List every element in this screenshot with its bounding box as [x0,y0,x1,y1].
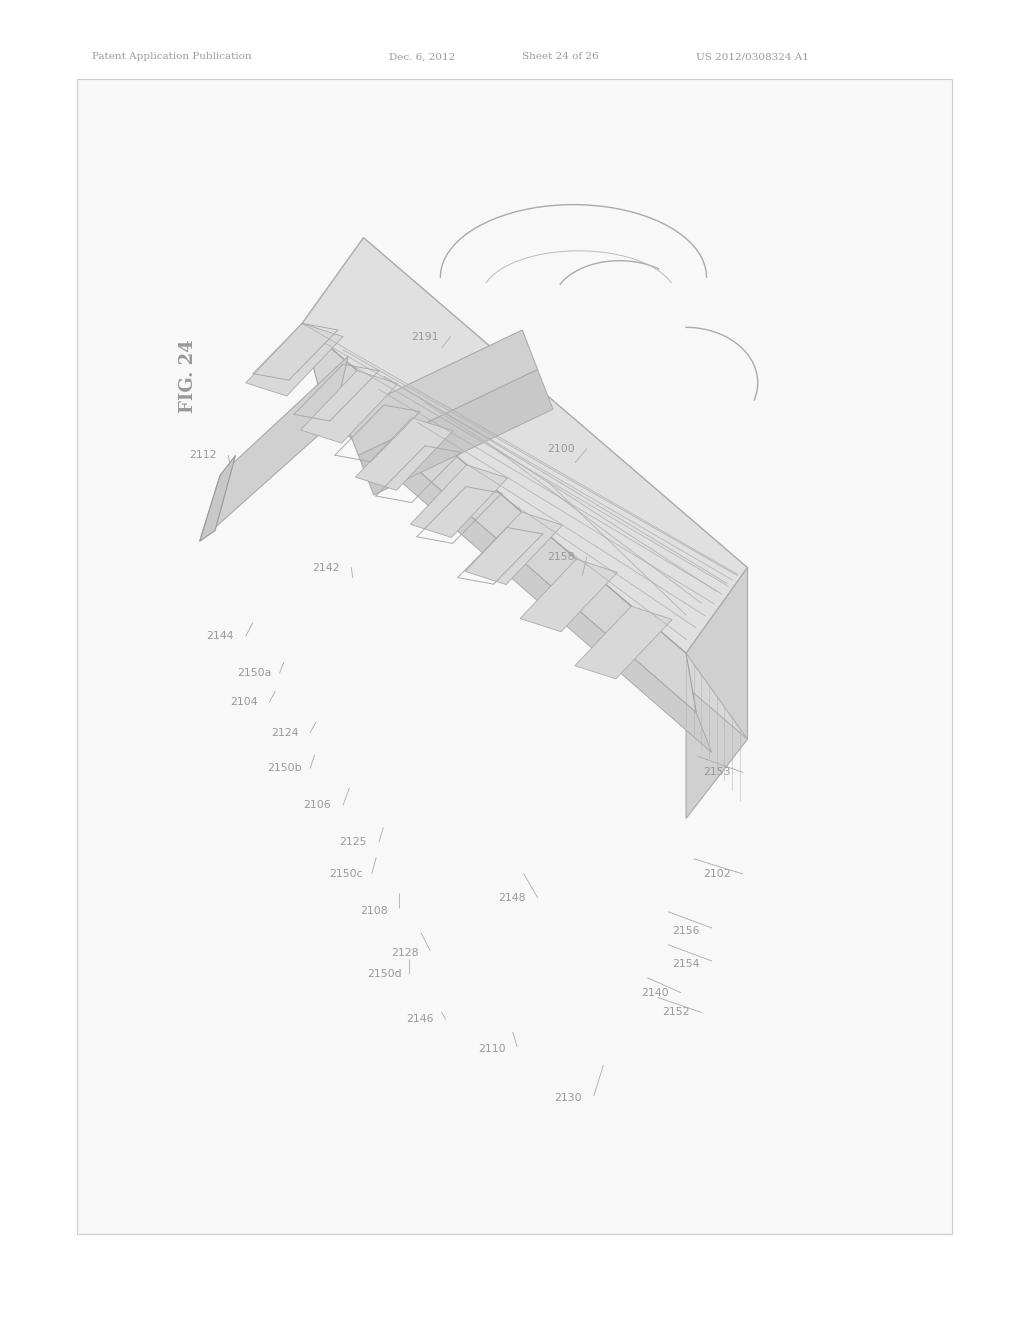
Polygon shape [520,560,617,632]
Text: 2100: 2100 [547,444,575,454]
Text: 2156: 2156 [673,925,699,936]
Text: 2112: 2112 [189,450,216,461]
Text: 2191: 2191 [412,331,438,342]
Text: US 2012/0308324 A1: US 2012/0308324 A1 [696,53,809,62]
Polygon shape [246,323,343,396]
FancyBboxPatch shape [77,79,952,1234]
Polygon shape [358,370,553,495]
Polygon shape [302,323,696,713]
Text: 2153: 2153 [703,767,730,777]
Polygon shape [343,330,538,455]
Text: 2124: 2124 [271,727,298,738]
Text: 2144: 2144 [207,631,233,642]
Polygon shape [302,238,748,653]
Polygon shape [355,417,453,490]
Text: 2150b: 2150b [267,763,302,774]
Polygon shape [200,356,348,541]
Polygon shape [574,606,672,678]
Text: Sheet 24 of 26: Sheet 24 of 26 [522,53,599,62]
Text: 2150d: 2150d [367,969,401,979]
Polygon shape [317,383,712,752]
Polygon shape [302,323,748,739]
Text: 2146: 2146 [407,1014,433,1024]
Polygon shape [411,465,508,537]
Text: 2140: 2140 [642,987,669,998]
Text: Patent Application Publication: Patent Application Publication [92,53,252,62]
Text: 2128: 2128 [391,948,418,958]
Polygon shape [200,455,236,541]
Text: 2158: 2158 [548,552,574,562]
Text: 2154: 2154 [673,958,699,969]
Polygon shape [465,512,562,585]
Polygon shape [301,371,398,444]
Text: 2130: 2130 [555,1093,582,1104]
Text: 2152: 2152 [663,1007,689,1018]
Text: 2148: 2148 [499,892,525,903]
Text: 2104: 2104 [230,697,257,708]
Text: 2106: 2106 [304,800,331,810]
Text: 2142: 2142 [312,562,339,573]
Text: 2110: 2110 [478,1044,505,1055]
Text: FIG. 24: FIG. 24 [179,339,198,413]
Polygon shape [686,568,748,818]
Text: Dec. 6, 2012: Dec. 6, 2012 [389,53,456,62]
Text: 2102: 2102 [703,869,730,879]
Text: 2150c: 2150c [330,869,362,879]
Text: 2150a: 2150a [237,668,271,678]
Text: 2108: 2108 [360,906,387,916]
Text: 2125: 2125 [340,837,367,847]
